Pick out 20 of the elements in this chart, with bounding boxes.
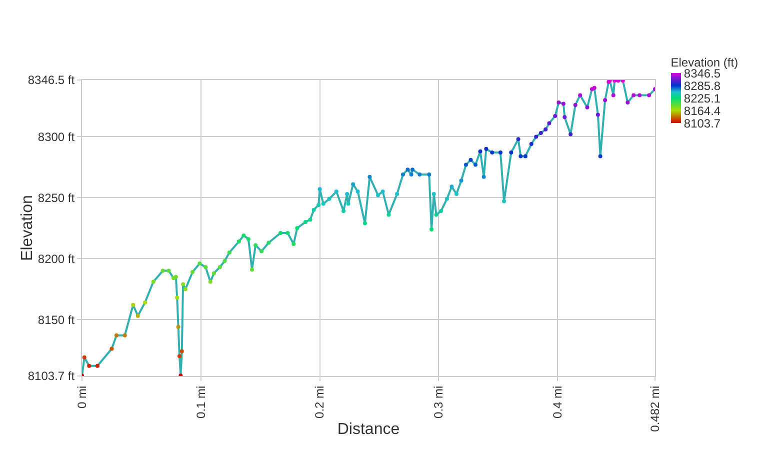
- x-tick-label: 0.2 mi: [312, 386, 327, 418]
- color-bar-label: 8103.7: [684, 116, 721, 131]
- color-bar-label: 8164.4: [684, 104, 721, 118]
- y-tick-label: 8346.5 ft: [28, 73, 76, 88]
- y-tick-label: 8200 ft: [38, 252, 76, 266]
- y-tick-label: 8250 ft: [38, 190, 76, 205]
- color-bar-label: 8346.5: [684, 66, 721, 81]
- x-tick-label: 0.4 mi: [550, 386, 564, 418]
- x-axis-title: Distance: [337, 421, 400, 438]
- y-tick-label: 8150 ft: [38, 312, 76, 327]
- y-axis-title: Elevation: [18, 195, 36, 261]
- y-tick-label: 8300 ft: [38, 130, 76, 144]
- x-tick-label: 0 mi: [74, 386, 89, 408]
- color-bar-label: 8225.1: [684, 92, 721, 106]
- x-tick-label: 0.482 mi: [648, 386, 662, 432]
- x-tick-label: 0.1 mi: [194, 386, 208, 418]
- color-bar-label: 8285.8: [684, 79, 721, 94]
- x-tick-label: 0.3 mi: [432, 386, 446, 418]
- color-bar-title: Elevation (ft): [670, 55, 738, 70]
- y-tick-label: 8103.7 ft: [28, 369, 76, 384]
